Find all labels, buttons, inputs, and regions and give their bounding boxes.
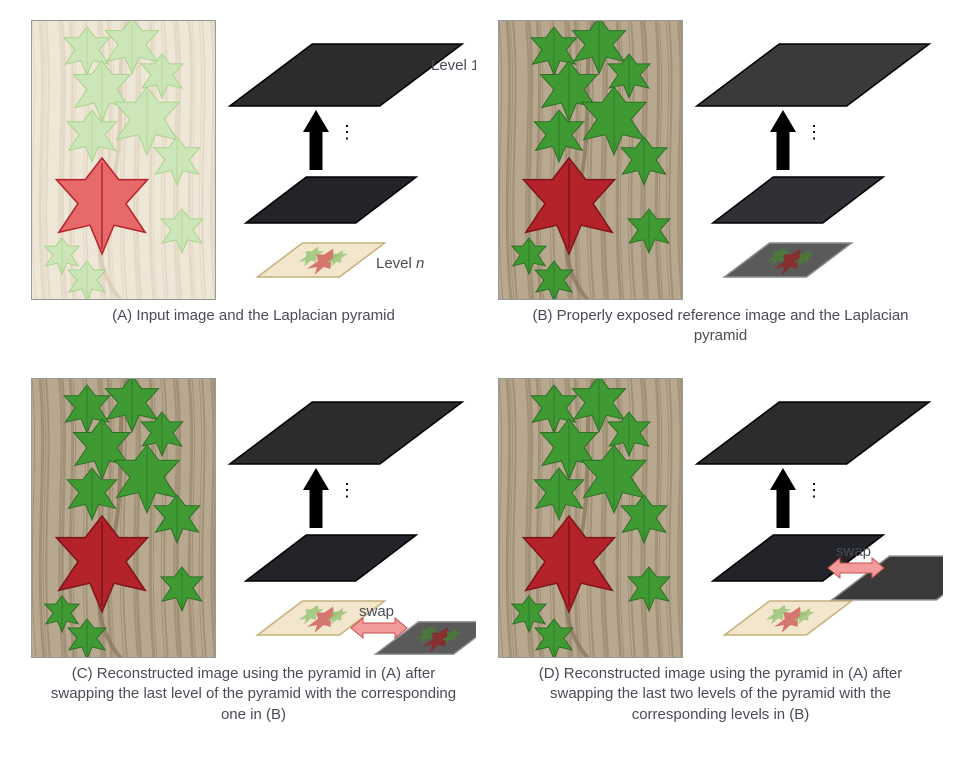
panel-c-pyramid: ⋮ swap xyxy=(226,378,476,658)
panel-d-pyramid: ⋮ swap xyxy=(693,378,943,658)
panel-a: ⋮ Level 1 Level n (A) Input image and the … xyxy=(30,20,477,368)
panel-c-caption: (C) Reconstructed image using the pyrami… xyxy=(39,664,469,725)
panel-b-pyramid: ⋮ xyxy=(693,20,943,300)
panel-b-caption: (B) Properly exposed reference image and… xyxy=(506,306,936,368)
panel-a-photo xyxy=(31,20,216,300)
svg-text:⋮: ⋮ xyxy=(338,122,356,142)
svg-text:⋮: ⋮ xyxy=(338,480,356,500)
panel-d-content: ⋮ swap xyxy=(498,378,943,658)
figure-grid: ⋮ Level 1 Level n (A) Input image and the … xyxy=(30,20,944,725)
panel-c-photo xyxy=(31,378,216,658)
panel-b-content: ⋮ xyxy=(498,20,943,300)
svg-text:swap: swap xyxy=(836,543,871,560)
panel-c-content: ⋮ swap xyxy=(31,378,476,658)
panel-b-photo xyxy=(498,20,683,300)
svg-text:⋮: ⋮ xyxy=(805,122,823,142)
svg-text:⋮: ⋮ xyxy=(805,480,823,500)
panel-c: ⋮ swap (C) Reconstructed image using the … xyxy=(30,378,477,725)
svg-text:swap: swap xyxy=(359,603,394,620)
panel-d-photo xyxy=(498,378,683,658)
panel-a-caption: (A) Input image and the Laplacian pyrami… xyxy=(112,306,395,368)
panel-a-content: ⋮ Level 1 Level n xyxy=(31,20,476,300)
svg-text:Level n: Level n xyxy=(376,255,424,272)
panel-b: ⋮ (B) Properly exposed reference image a… xyxy=(497,20,944,368)
panel-d: ⋮ swap (D) Reconstructed image using the … xyxy=(497,378,944,725)
svg-text:Level 1: Level 1 xyxy=(431,57,476,74)
panel-d-caption: (D) Reconstructed image using the pyrami… xyxy=(506,664,936,725)
panel-a-pyramid: ⋮ Level 1 Level n xyxy=(226,20,476,300)
